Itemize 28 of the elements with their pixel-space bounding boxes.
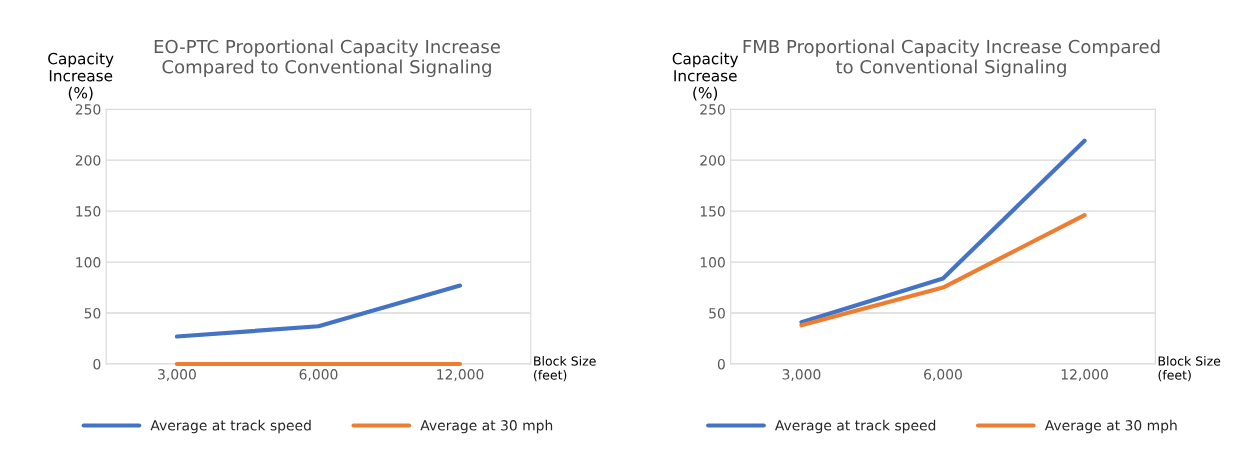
x-tick-label: 6,000 [299,369,338,382]
x-tick-label: 3,000 [158,369,196,382]
y-axis-title: Capacity Increase (%) [48,52,114,101]
y-tick-label: 250 [700,104,725,115]
y-tick-label: 250 [75,104,101,115]
legend-label: Average at track speed [150,419,311,434]
x-tick-label: 12,000 [1061,369,1108,382]
y-tick-label: 100 [76,257,101,268]
x-tick-label: 3,000 [782,369,821,382]
legend-label: Average at track speed [774,419,936,434]
legend-label: Average at 30 mph [1044,419,1177,434]
y-tick-label: 50 [84,308,101,319]
y-tick-label: 100 [700,257,725,268]
y-tick-label: 50 [709,308,725,319]
y-axis-title: Capacity Increase (%) [672,52,739,101]
x-axis-title: Block Size (feet) [534,356,596,382]
x-tick-label: 12,000 [437,369,484,382]
y-tick-label: 0 [93,358,101,370]
y-tick-label: 150 [700,206,725,217]
chart-title: FMB Proportional Capacity Increase Compared to Conventional Signaling [743,39,1160,78]
y-tick-label: 0 [717,358,725,370]
x-tick-label: 6,000 [924,369,962,382]
y-tick-label: 200 [75,155,101,166]
y-tick-label: 200 [700,155,725,166]
chart-title: EO-PTC Proportional Capacity Increase Compared to Conventional Signaling [154,39,500,78]
x-axis-title: Block Size (feet) [1158,356,1221,382]
legend-label: Average at 30 mph [420,419,553,434]
y-tick-label: 150 [76,206,101,217]
